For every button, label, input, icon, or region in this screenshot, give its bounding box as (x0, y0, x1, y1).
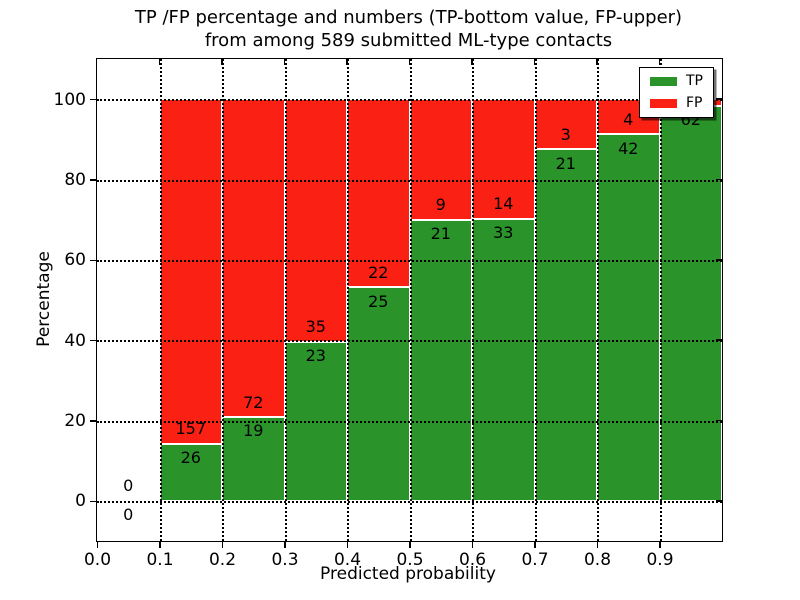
bar-label-tp: 23 (305, 345, 326, 365)
y-tick-right (716, 500, 722, 502)
bar-label-fp: 14 (493, 194, 514, 214)
legend-item-tp: TP (650, 74, 703, 89)
bar-segment-fp (284, 99, 347, 342)
bar-label-tp: 0 (123, 505, 134, 525)
gridline-vertical (659, 59, 662, 541)
x-tick-label: 0.1 (146, 550, 174, 570)
chart-title-line1: TP /FP percentage and numbers (TP-bottom… (134, 7, 683, 28)
bar-segment-fp (159, 99, 222, 444)
bar-segment-tp (409, 219, 472, 501)
bar-label-tp: 21 (430, 224, 451, 244)
x-tick (96, 541, 99, 548)
x-tick-label: 0.6 (458, 550, 487, 570)
y-tick-label: 100 (53, 89, 86, 110)
gridline-vertical (472, 59, 474, 541)
y-tick (90, 98, 96, 101)
y-tick-right (716, 419, 722, 422)
x-tick-top (658, 59, 661, 65)
bar-segment-tp (222, 416, 285, 501)
bar-label-tp: 19 (243, 421, 264, 441)
x-tick-top (596, 59, 598, 65)
plot-area: TP FP 0015726721935232225921143332144216… (96, 58, 723, 542)
x-tick (221, 541, 224, 548)
x-tick-label: 0.7 (521, 550, 549, 570)
y-tick (90, 500, 96, 503)
gridline-vertical (347, 59, 349, 541)
y-tick-right (716, 339, 722, 341)
bar-label-tp: 21 (555, 153, 576, 173)
chart-title-line2: from among 589 submitted ML-type contact… (204, 30, 613, 51)
bar-label-tp: 42 (618, 138, 639, 158)
bar-label-fp: 9 (435, 195, 446, 215)
bar-label-fp: 0 (123, 476, 134, 496)
x-tick-top (471, 59, 473, 65)
y-tick (90, 420, 96, 422)
bar-label-fp: 35 (305, 317, 326, 337)
bar-label-tp: 25 (368, 291, 389, 311)
y-tick (90, 339, 96, 342)
chart-title: TP /FP percentage and numbers (TP-bottom… (96, 6, 721, 52)
gridline-vertical (222, 59, 224, 541)
x-tick-label: 0.0 (83, 550, 112, 570)
bar-label-fp: 157 (175, 419, 207, 439)
bar-label-fp: 4 (623, 109, 634, 129)
x-tick (284, 541, 286, 548)
bar-segment-tp (159, 443, 222, 501)
y-tick-right (716, 98, 722, 100)
y-tick (90, 179, 96, 181)
y-tick-label: 60 (64, 250, 86, 271)
bar-segment-tp (597, 134, 660, 501)
gridline-vertical (534, 59, 537, 541)
x-tick (659, 541, 661, 548)
x-tick (159, 541, 161, 548)
x-tick-top (283, 59, 286, 65)
bar-segment-tp (472, 218, 535, 501)
x-tick (346, 541, 349, 548)
bar-segment-tp (534, 149, 597, 501)
bar-label-tp: 26 (180, 448, 201, 468)
legend-label-tp: TP (686, 73, 703, 89)
x-tick-top (346, 59, 348, 65)
x-tick (471, 541, 474, 548)
gridline-vertical (409, 59, 412, 541)
x-tick (596, 541, 599, 548)
x-tick-label: 0.9 (646, 550, 674, 570)
x-tick-top (221, 59, 223, 65)
legend-label-fp: FP (686, 95, 703, 111)
x-tick (409, 541, 411, 548)
y-tick-label: 40 (64, 330, 86, 351)
bar-label-tp: 33 (493, 223, 514, 243)
y-tick-right (716, 259, 722, 261)
x-tick-label: 0.5 (396, 550, 424, 570)
x-tick-label: 0.2 (208, 550, 237, 570)
y-tick-label: 80 (64, 170, 86, 190)
bar-segment-fp (222, 99, 285, 417)
bar-segment-tp (659, 105, 722, 501)
gridline-vertical (597, 59, 599, 541)
x-tick-top (408, 59, 411, 65)
gridline-vertical (284, 59, 287, 541)
gridline-vertical (159, 59, 162, 541)
fp-color-swatch (650, 99, 677, 108)
x-axis-label: Predicted probability (320, 564, 496, 584)
legend-item-fp: FP (650, 96, 703, 111)
tp-color-swatch (650, 77, 677, 86)
x-tick-label: 0.4 (333, 550, 362, 570)
x-tick-label: 0.8 (583, 550, 612, 570)
y-tick-label: 20 (64, 411, 86, 431)
y-tick-right (716, 178, 722, 181)
y-tick-label: 0 (75, 491, 86, 512)
bar-label-fp: 22 (368, 262, 389, 282)
bar-segment-tp (347, 287, 410, 501)
y-tick (90, 259, 96, 262)
x-tick-top (158, 59, 161, 65)
bar-segment-fp (347, 99, 410, 288)
x-tick-top (533, 59, 536, 65)
bar-label-fp: 72 (243, 392, 264, 412)
x-tick (534, 541, 536, 548)
x-tick-label: 0.3 (271, 550, 299, 570)
bar-label-fp: 3 (560, 124, 571, 144)
legend: TP FP (639, 67, 714, 118)
